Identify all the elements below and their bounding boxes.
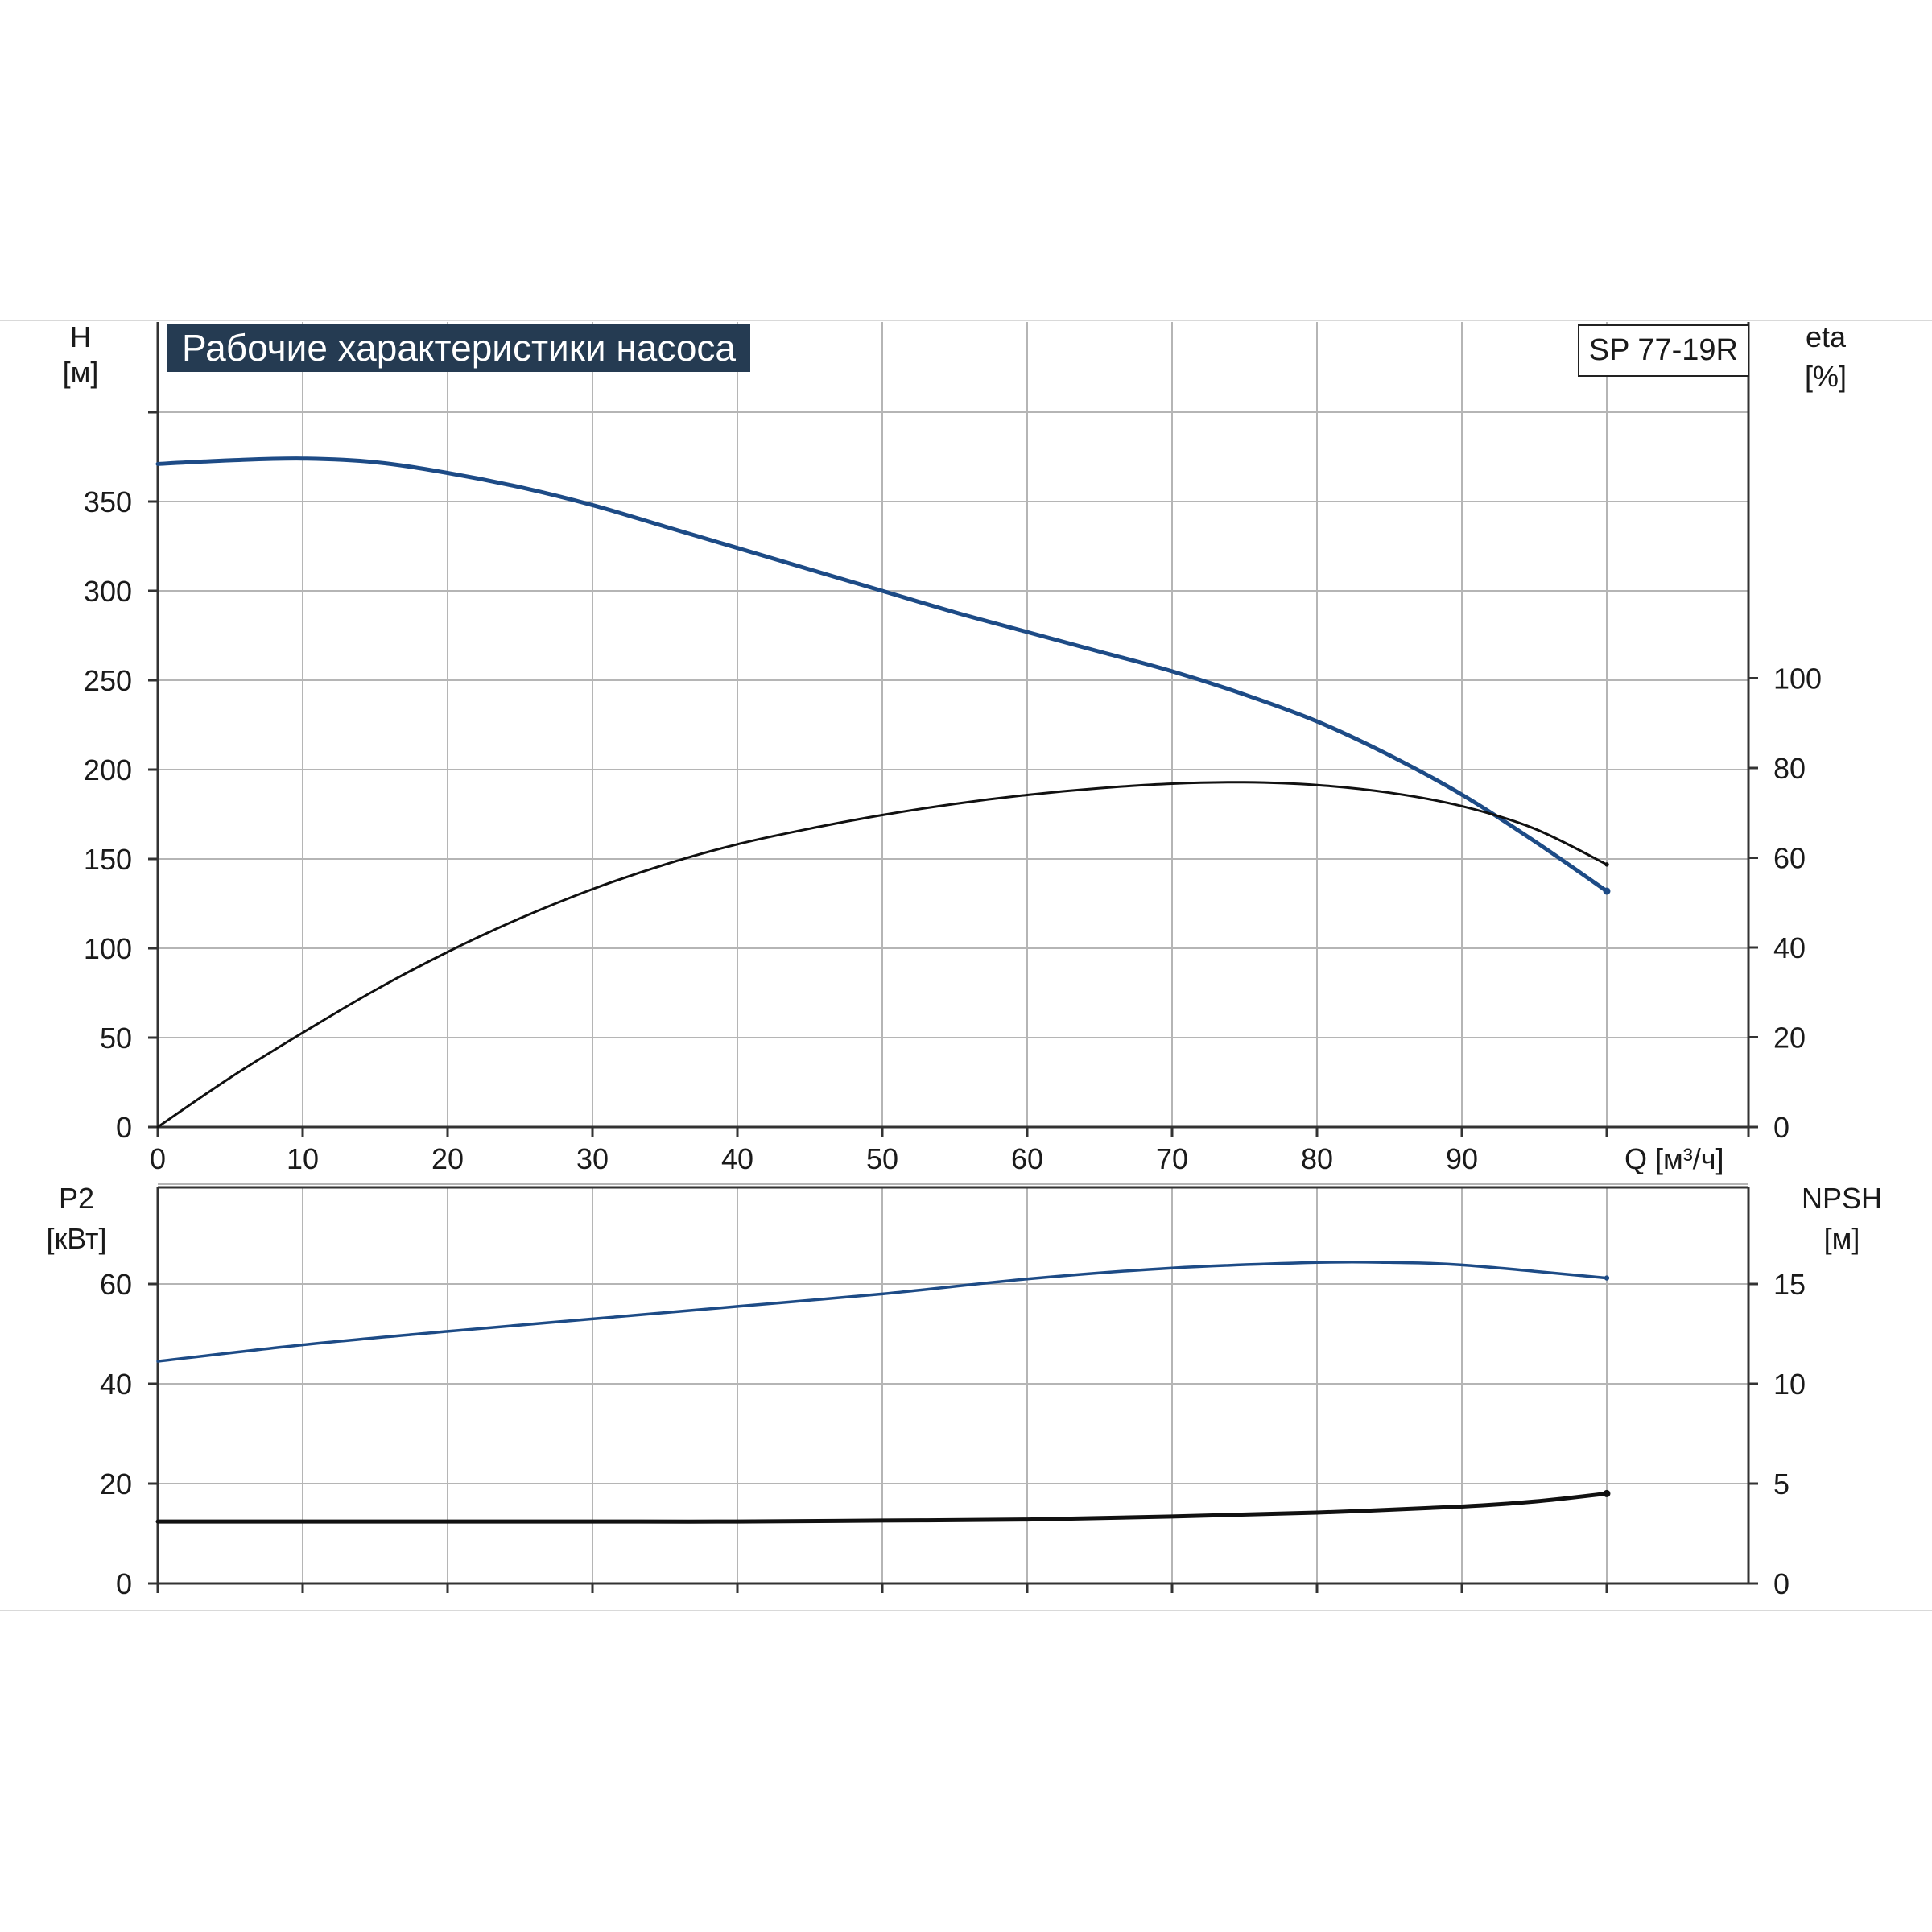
- lower-right-axis-name: NPSH: [1802, 1182, 1882, 1215]
- x-tick-label: 10: [287, 1142, 319, 1175]
- lower-series-line-npsh: [155, 1491, 1609, 1524]
- upper-series-end-point-eta: [1604, 862, 1609, 867]
- top-frame-line: [0, 320, 1932, 321]
- pump-model-label: SP 77-19R: [1577, 324, 1749, 377]
- upper-series-line-h: [155, 456, 1609, 894]
- lower-series-end-point-p2: [1604, 1275, 1610, 1281]
- upper-left-tick-label: 250: [84, 664, 132, 697]
- lower-right-tick-label: 0: [1773, 1567, 1790, 1600]
- lower-right-tick-label: 15: [1773, 1268, 1806, 1301]
- upper-right-tick-label: 100: [1773, 663, 1822, 696]
- upper-left-tick-label: 0: [116, 1111, 132, 1144]
- lower-right-tick-label: 5: [1773, 1468, 1790, 1501]
- upper-right-tick-label: 20: [1773, 1022, 1806, 1055]
- x-tick-label: 0: [150, 1142, 166, 1175]
- lower-right-tick-label: 10: [1773, 1368, 1806, 1401]
- upper-series-line-eta: [156, 781, 1608, 1129]
- x-tick-label: 60: [1011, 1142, 1043, 1175]
- upper-left-axis-name: H: [70, 320, 91, 353]
- upper-right-tick-label: 40: [1773, 931, 1806, 964]
- upper-left-tick-label: 50: [100, 1022, 132, 1055]
- upper-right-axis-name: eta: [1806, 320, 1847, 353]
- lower-left-axis-unit: [кВт]: [46, 1222, 106, 1255]
- x-tick-label: 20: [431, 1142, 464, 1175]
- upper-right-axis-unit: [%]: [1805, 360, 1847, 393]
- lower-series-end-point-npsh: [1603, 1489, 1611, 1497]
- x-axis-label: Q [м³/ч]: [1624, 1142, 1724, 1175]
- upper-left-tick-label: 100: [84, 932, 132, 965]
- x-tick-label: 80: [1301, 1142, 1333, 1175]
- lower-series-line-p2: [156, 1260, 1608, 1363]
- x-tick-label: 30: [576, 1142, 609, 1175]
- upper-left-axis-unit: [м]: [63, 356, 99, 389]
- upper-right-tick-label: 60: [1773, 842, 1806, 875]
- x-tick-label: 50: [866, 1142, 898, 1175]
- x-tick-label: 70: [1156, 1142, 1188, 1175]
- upper-right-tick-label: 0: [1773, 1111, 1790, 1144]
- lower-left-tick-label: 40: [100, 1368, 132, 1401]
- upper-left-tick-label: 150: [84, 843, 132, 876]
- chart-title: Рабочие характеристики насоса: [167, 324, 751, 372]
- upper-left-tick-label: 300: [84, 575, 132, 608]
- x-tick-label: 40: [721, 1142, 753, 1175]
- lower-left-tick-label: 20: [100, 1468, 132, 1501]
- upper-left-tick-label: 350: [84, 485, 132, 518]
- upper-series-end-point-h: [1603, 887, 1611, 895]
- lower-left-axis-name: P2: [59, 1182, 94, 1215]
- lower-right-axis-unit: [м]: [1824, 1222, 1860, 1255]
- upper-right-tick-label: 80: [1773, 752, 1806, 785]
- upper-left-tick-label: 200: [84, 753, 132, 786]
- x-tick-label: 90: [1446, 1142, 1478, 1175]
- bottom-frame-line: [0, 1610, 1932, 1611]
- lower-left-tick-label: 60: [100, 1268, 132, 1301]
- lower-left-tick-label: 0: [116, 1567, 132, 1600]
